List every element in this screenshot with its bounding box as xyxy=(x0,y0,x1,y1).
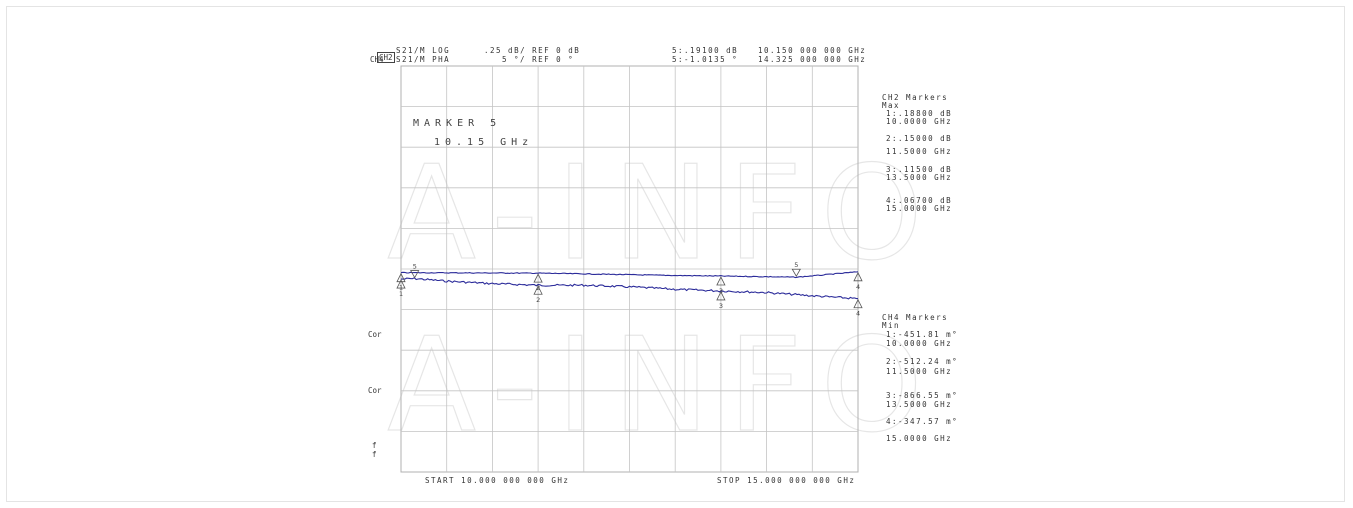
ch4-scale: 5 °/ REF 0 ° xyxy=(502,55,575,64)
ch2-tag[interactable]: CH2 xyxy=(377,51,395,63)
marker-3-label: 3 xyxy=(719,302,723,310)
stop-frequency: STOP 15.000 000 000 GHz xyxy=(717,476,856,485)
marker-2-label: 2 xyxy=(536,296,540,304)
marker-callout-freq: 10.15 GHz xyxy=(434,137,534,148)
correction-label: Cor xyxy=(368,330,382,339)
ch2-scale: .25 dB/ REF 0 dB xyxy=(484,46,581,55)
marker-1-label: 1 xyxy=(399,284,403,292)
ch4-marker-1-value: 1:-451.81 m° xyxy=(886,330,959,339)
trace-series-2 xyxy=(400,271,859,279)
marker-3-label: 3 xyxy=(719,287,723,295)
marker-4-label: 4 xyxy=(856,310,860,318)
ch2-marker-2-freq: 11.5000 GHz xyxy=(886,147,953,156)
marker-2-label: 2 xyxy=(536,284,540,292)
marker-1-label: 1 xyxy=(399,290,403,298)
marker-4-series-2 xyxy=(853,271,863,282)
marker-1-series-2 xyxy=(396,272,406,283)
ch4-marker-3-freq: 13.5000 GHz xyxy=(886,400,953,409)
ch2-marker-4-freq: 15.0000 GHz xyxy=(886,204,953,213)
start-frequency: START 10.000 000 000 GHz xyxy=(425,476,570,485)
watermark-top: A-INFO xyxy=(387,137,941,289)
ch2-marker-value: 5:.19100 dB xyxy=(672,46,739,55)
marker-5-label: 5 xyxy=(413,263,417,271)
marker-4-series-1 xyxy=(853,298,863,309)
ch2-param: S21/M LOG xyxy=(396,46,451,55)
correction-label: Cor xyxy=(368,386,382,395)
ch4-markers-title: CH4 Markers xyxy=(882,313,949,322)
ch4-marker-2-value: 2:-512.24 m° xyxy=(886,357,959,366)
marker-5-series-2 xyxy=(791,268,801,278)
ch4-marker-value: 5:-1.0135 ° xyxy=(672,55,739,64)
marker-2-series-1 xyxy=(533,285,543,295)
marker-3-series-1 xyxy=(716,291,726,301)
ch4-marker-4-freq: 15.0000 GHz xyxy=(886,434,953,443)
ch2-marker-3-freq: 13.5000 GHz xyxy=(886,173,953,182)
ch2-marker-4-value: 4:.06700 dB xyxy=(886,196,953,205)
marker-1-series-1 xyxy=(396,279,406,289)
fixture-label: f xyxy=(372,450,377,459)
ch2-marker-1-freq: 10.0000 GHz xyxy=(886,117,953,126)
ch2-marker-2-value: 2:.15000 dB xyxy=(886,134,953,143)
ch4-marker-freq: 14.325 000 000 GHz xyxy=(758,55,867,64)
ch4-markers-mode: Min xyxy=(882,321,901,330)
ch4-param: S21/M PHA xyxy=(396,55,451,64)
screen-frame xyxy=(6,6,1345,502)
ch4-marker-3-value: 3:-866.55 m° xyxy=(886,391,959,400)
ch2-markers-title: CH2 Markers xyxy=(882,93,949,102)
ch2-markers-mode: Max xyxy=(882,101,901,110)
ch2-marker-1-value: 1:.18800 dB xyxy=(886,109,953,118)
trace-series-1 xyxy=(400,277,859,300)
marker-3-series-2 xyxy=(716,276,726,286)
marker-4-label: 4 xyxy=(856,283,860,291)
fixture-label: f xyxy=(372,441,377,450)
ch4-marker-4-value: 4:-347.57 m° xyxy=(886,417,959,426)
marker-5-series-1 xyxy=(410,270,420,279)
ch2-marker-3-value: 3:.11500 dB xyxy=(886,165,953,174)
ch4-tag[interactable]: CH4 xyxy=(370,55,384,64)
ch4-marker-2-freq: 11.5000 GHz xyxy=(886,367,953,376)
marker-5-label: 5 xyxy=(794,261,798,269)
ch4-marker-1-freq: 10.0000 GHz xyxy=(886,339,953,348)
watermark-bottom: A-INFO xyxy=(387,309,941,461)
ch2-marker-freq: 10.150 000 000 GHz xyxy=(758,46,867,55)
marker-2-series-2 xyxy=(533,273,543,283)
marker-callout-name: MARKER 5 xyxy=(413,118,502,129)
